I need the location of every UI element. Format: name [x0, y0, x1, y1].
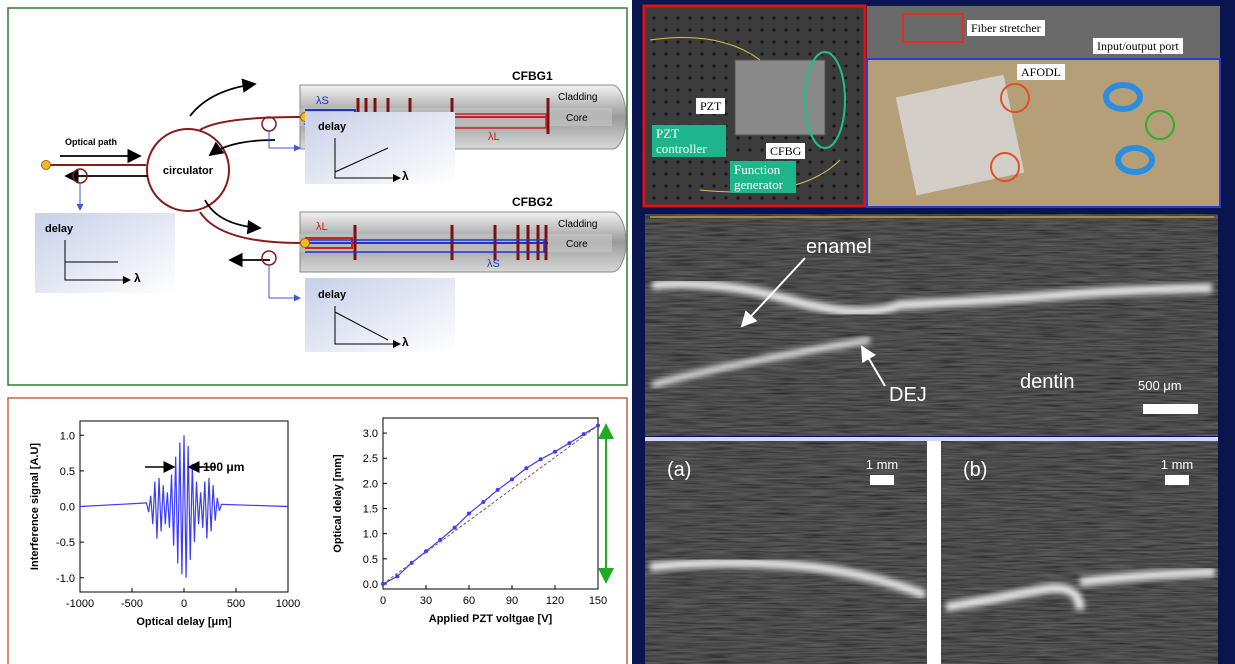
x-tick-label: -1000	[66, 598, 94, 610]
oct-label: enamel	[806, 236, 872, 258]
y-tick-label: 0.0	[60, 502, 75, 514]
series-marker	[510, 477, 514, 481]
x-tick-label: 1000	[276, 598, 300, 610]
series-marker	[524, 466, 528, 470]
y-axis-label: Interference signal [A.U]	[29, 443, 41, 570]
series-marker	[567, 441, 571, 445]
scale-bar	[1165, 475, 1189, 485]
x-tick-label: 500	[227, 598, 245, 610]
y-tick-label: 1.0	[60, 430, 75, 442]
series-marker	[539, 457, 543, 461]
series-marker	[553, 450, 557, 454]
panel-label: (a)	[667, 459, 691, 481]
lambda-l: λL	[488, 131, 500, 143]
x-tick-label: 30	[420, 595, 432, 607]
y-tick-label: 2.0	[363, 478, 378, 490]
x-tick-label: 120	[546, 595, 564, 607]
x-tick-label: 0	[181, 598, 187, 610]
port	[42, 161, 51, 170]
cladding-label: Cladding	[558, 219, 597, 230]
photo-label: PZT	[696, 98, 725, 114]
core-label: Core	[566, 239, 588, 250]
lambda-label: λ	[134, 271, 141, 285]
scale-label: 1 mm	[1161, 457, 1194, 472]
photo-label: PZT controller	[652, 125, 726, 157]
photo-label: Input/output port	[1093, 38, 1183, 54]
delay-label: delay	[318, 289, 347, 301]
y-tick-label: -0.5	[56, 537, 75, 549]
cfbg-title: CFBG1	[512, 69, 553, 83]
annotation: ~100 μm	[196, 460, 244, 474]
y-tick-label: 3.0	[363, 428, 378, 440]
cladding-label: Cladding	[558, 92, 597, 103]
y-tick-label: 1.0	[363, 529, 378, 541]
oct-label: DEJ	[889, 384, 927, 406]
lambda-s: λS	[487, 258, 500, 270]
series-marker	[453, 526, 457, 530]
lambda-l: λL	[316, 221, 328, 233]
y-tick-label: 1.5	[363, 504, 378, 516]
panel-gap	[927, 441, 941, 664]
lambda-s: λS	[316, 95, 329, 107]
oct-label: dentin	[1020, 371, 1075, 393]
y-tick-label: 0.0	[363, 579, 378, 591]
series-marker	[467, 512, 471, 516]
x-axis-label: Applied PZT voltgae [V]	[429, 613, 553, 625]
x-tick-label: -500	[121, 598, 143, 610]
figure: CFBG1 Cladding Core λS λL CFBG2 Cladding…	[0, 0, 1235, 664]
scale-bar	[870, 475, 894, 485]
lambda-label: λ	[402, 169, 409, 183]
lambda-label: λ	[402, 335, 409, 349]
scale-label: 1 mm	[866, 457, 899, 472]
stage	[735, 60, 825, 135]
x-tick-label: 0	[380, 595, 386, 607]
y-tick-label: 2.5	[363, 453, 378, 465]
series-marker	[496, 488, 500, 492]
y-tick-label: 0.5	[60, 466, 75, 478]
photo-label: AFODL	[1017, 64, 1065, 80]
x-tick-label: 90	[506, 595, 518, 607]
circulator-label: circulator	[163, 165, 214, 177]
figure-canvas: CFBG1 Cladding Core λS λL CFBG2 Cladding…	[0, 0, 1235, 664]
optical-path-label: Optical path	[65, 137, 117, 147]
y-axis-label: Optical delay [mm]	[332, 454, 344, 553]
photo-label: Fiber stretcher	[967, 20, 1045, 36]
panel-label: (b)	[963, 459, 987, 481]
y-tick-label: -1.0	[56, 573, 75, 585]
oct-image-speckle	[645, 214, 1218, 436]
x-tick-label: 60	[463, 595, 475, 607]
core-label: Core	[566, 113, 588, 124]
series-marker	[481, 500, 485, 504]
y-tick-label: 0.5	[363, 554, 378, 566]
cfbg-title: CFBG2	[512, 195, 553, 209]
photo-label: Function generator	[730, 161, 796, 193]
delay-label: delay	[318, 121, 347, 133]
x-tick-label: 150	[589, 595, 607, 607]
scale-label: 500 μm	[1138, 378, 1182, 393]
scale-bar	[1143, 404, 1198, 414]
photo-label: CFBG	[766, 143, 805, 159]
delay-label: delay	[45, 223, 74, 235]
x-axis-label: Optical delay [μm]	[136, 616, 232, 628]
panel-gap	[645, 437, 1218, 441]
